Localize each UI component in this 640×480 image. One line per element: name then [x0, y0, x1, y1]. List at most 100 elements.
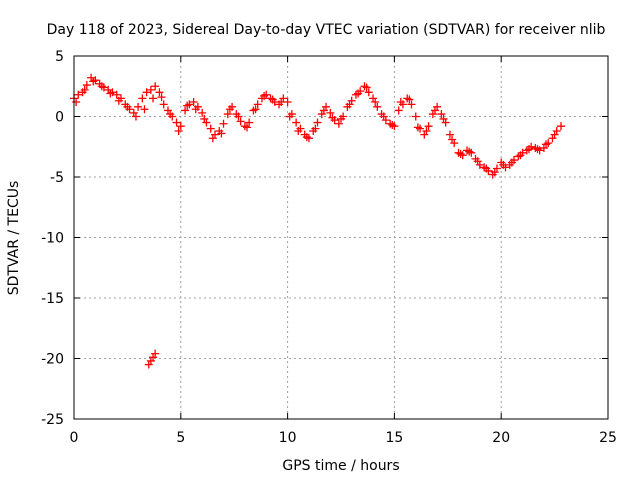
data-point — [439, 114, 448, 123]
data-point — [151, 349, 160, 358]
y-tick-label: -5 — [50, 170, 64, 186]
data-point — [507, 158, 516, 167]
data-point — [362, 83, 371, 92]
data-point — [82, 81, 91, 90]
data-point — [437, 110, 446, 119]
ticks — [73, 55, 609, 420]
x-tick-labels: 0 5 10 15 20 25 — [70, 430, 617, 446]
data-point — [225, 105, 234, 114]
data-point — [334, 119, 343, 128]
data-point — [524, 145, 533, 154]
data-point — [72, 97, 81, 106]
data-point — [268, 95, 277, 104]
data-point — [445, 130, 454, 139]
data-point — [326, 108, 335, 117]
data-point — [364, 88, 373, 97]
data-point — [285, 112, 294, 121]
data-point — [131, 112, 140, 121]
data-point — [189, 97, 198, 106]
data-point — [394, 106, 403, 115]
data-point — [146, 85, 155, 94]
data-point — [407, 100, 416, 109]
data-point — [371, 97, 380, 106]
data-point — [514, 152, 523, 161]
data-point — [473, 157, 482, 166]
data-point — [548, 134, 557, 143]
data-point — [146, 356, 155, 365]
data-point — [245, 118, 254, 127]
data-point — [542, 140, 551, 149]
data-point — [260, 91, 269, 100]
data-point — [430, 106, 439, 115]
data-point — [157, 93, 166, 102]
data-point — [138, 94, 147, 103]
data-point — [490, 168, 499, 177]
x-tick-label: 5 — [176, 430, 185, 446]
data-point — [373, 102, 382, 111]
y-tick-label: 0 — [55, 110, 64, 126]
data-point — [140, 105, 149, 114]
data-point — [277, 97, 286, 106]
data-point — [456, 150, 465, 159]
data-point — [448, 135, 457, 144]
data-point — [379, 112, 388, 121]
data-point — [294, 127, 303, 136]
data-point — [337, 114, 345, 123]
data-point — [223, 110, 232, 119]
data-point — [262, 90, 271, 99]
data-point — [381, 116, 390, 125]
data-point — [413, 123, 422, 132]
data-point — [159, 100, 168, 109]
data-point — [114, 96, 123, 105]
data-point — [200, 114, 209, 123]
data-point — [304, 134, 313, 143]
data-point — [89, 77, 98, 86]
data-point — [499, 160, 508, 169]
data-point — [219, 119, 228, 128]
y-tick-label: 5 — [55, 49, 64, 65]
data-point — [149, 353, 158, 362]
data-point — [405, 95, 414, 104]
data-point — [557, 122, 566, 131]
grid — [74, 56, 608, 419]
y-tick-label: -25 — [41, 412, 64, 428]
data-point — [217, 129, 226, 138]
data-point — [482, 164, 491, 173]
data-point — [322, 102, 331, 111]
data-point — [311, 124, 320, 133]
data-point — [450, 139, 459, 148]
data-point — [191, 105, 200, 114]
data-point — [129, 108, 138, 117]
y-tick-labels: 5 0 -5 -10 -15 -20 -25 — [41, 49, 64, 428]
data-point — [236, 117, 245, 126]
data-point — [149, 94, 158, 103]
y-tick-label: -10 — [41, 231, 64, 247]
data-points — [70, 73, 566, 369]
data-point — [292, 118, 301, 127]
data-point — [123, 102, 132, 111]
data-point — [424, 122, 433, 131]
data-point — [345, 100, 354, 109]
data-point — [550, 130, 559, 139]
data-point — [465, 147, 474, 156]
data-point — [183, 101, 192, 110]
data-point — [97, 82, 106, 91]
data-point — [411, 112, 420, 121]
data-point — [172, 118, 181, 127]
x-axis-label: GPS time / hours — [282, 458, 399, 474]
data-point — [533, 145, 542, 154]
data-point — [516, 151, 525, 160]
data-point — [80, 85, 89, 94]
data-point — [112, 90, 121, 99]
y-tick-label: -15 — [41, 291, 64, 307]
data-point — [403, 94, 412, 103]
data-point — [155, 88, 164, 97]
data-point — [174, 127, 183, 136]
data-point — [433, 102, 442, 111]
data-point — [251, 105, 260, 114]
y-axis-label: SDTVAR / TECUs — [6, 181, 22, 296]
x-tick-label: 0 — [70, 430, 79, 446]
data-point — [198, 108, 207, 117]
data-point — [422, 127, 431, 136]
